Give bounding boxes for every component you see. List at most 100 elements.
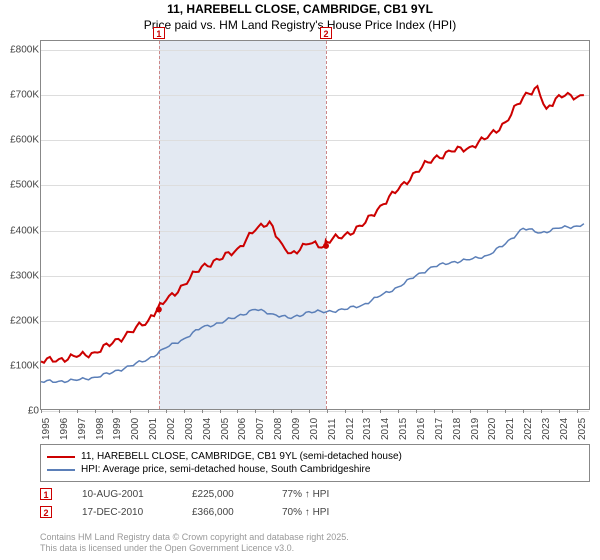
sale-row: 2 17-DEC-2010 £366,000 70% ↑ HPI xyxy=(40,506,362,518)
x-tick-mark xyxy=(255,409,256,413)
x-tick-label: 2005 xyxy=(220,418,231,440)
x-tick-mark xyxy=(487,409,488,413)
legend-swatch-icon xyxy=(47,469,75,471)
attribution-line1: Contains HM Land Registry data © Crown c… xyxy=(40,532,349,543)
legend: 11, HAREBELL CLOSE, CAMBRIDGE, CB1 9YL (… xyxy=(40,444,590,482)
x-tick-mark xyxy=(505,409,506,413)
x-tick-label: 2024 xyxy=(559,418,570,440)
x-tick-mark xyxy=(202,409,203,413)
sale-marker-icon: 2 xyxy=(40,506,52,518)
legend-label: 11, HAREBELL CLOSE, CAMBRIDGE, CB1 9YL (… xyxy=(81,451,402,462)
legend-swatch-icon xyxy=(47,456,75,458)
chart-figure: 11, HAREBELL CLOSE, CAMBRIDGE, CB1 9YL P… xyxy=(0,0,600,560)
x-tick-label: 2019 xyxy=(470,418,481,440)
x-tick-label: 2017 xyxy=(434,418,445,440)
sale-marker-icon: 1 xyxy=(40,488,52,500)
x-tick-label: 1996 xyxy=(59,418,70,440)
x-tick-label: 2023 xyxy=(541,418,552,440)
x-tick-label: 1997 xyxy=(77,418,88,440)
x-tick-mark xyxy=(541,409,542,413)
y-tick-label: £400K xyxy=(1,225,39,236)
chart-area: £0£100K£200K£300K£400K£500K£600K£700K£80… xyxy=(40,40,590,410)
y-tick-label: £300K xyxy=(1,270,39,281)
x-tick-label: 2003 xyxy=(184,418,195,440)
title-block: 11, HAREBELL CLOSE, CAMBRIDGE, CB1 9YL P… xyxy=(0,0,600,32)
sale-row: 110-AUG-2001£225,00077% ↑ HPI xyxy=(40,488,362,500)
x-tick-mark xyxy=(112,409,113,413)
x-tick-mark xyxy=(434,409,435,413)
x-tick-label: 2018 xyxy=(452,418,463,440)
attribution: Contains HM Land Registry data © Crown c… xyxy=(40,532,349,554)
x-tick-mark xyxy=(148,409,149,413)
sale-pct: 77% ↑ HPI xyxy=(282,489,362,500)
series-price_paid xyxy=(41,86,584,363)
x-tick-label: 2012 xyxy=(345,418,356,440)
x-tick-label: 2020 xyxy=(487,418,498,440)
x-tick-mark xyxy=(41,409,42,413)
x-tick-mark xyxy=(362,409,363,413)
title-address: 11, HAREBELL CLOSE, CAMBRIDGE, CB1 9YL xyxy=(0,2,600,16)
x-tick-label: 2025 xyxy=(577,418,588,440)
x-tick-label: 2022 xyxy=(523,418,534,440)
x-tick-mark xyxy=(184,409,185,413)
y-tick-label: £200K xyxy=(1,315,39,326)
line-series-svg xyxy=(41,41,589,409)
x-tick-label: 2002 xyxy=(166,418,177,440)
sale-marker-box: 1 xyxy=(153,27,165,39)
y-tick-label: £100K xyxy=(1,360,39,371)
x-tick-mark xyxy=(345,409,346,413)
legend-item: 11, HAREBELL CLOSE, CAMBRIDGE, CB1 9YL (… xyxy=(47,451,583,462)
sale-price: £225,000 xyxy=(192,489,252,500)
x-tick-mark xyxy=(95,409,96,413)
x-tick-mark xyxy=(291,409,292,413)
x-tick-label: 2001 xyxy=(148,418,159,440)
y-tick-label: £0 xyxy=(1,406,39,417)
x-tick-label: 1999 xyxy=(112,418,123,440)
x-tick-mark xyxy=(237,409,238,413)
y-tick-label: £500K xyxy=(1,180,39,191)
x-tick-label: 2015 xyxy=(398,418,409,440)
x-tick-mark xyxy=(470,409,471,413)
x-tick-label: 2000 xyxy=(130,418,141,440)
sale-date: 17-DEC-2010 xyxy=(82,507,162,518)
series-hpi xyxy=(41,224,584,383)
x-tick-mark xyxy=(523,409,524,413)
sale-price: £366,000 xyxy=(192,507,252,518)
y-tick-label: £600K xyxy=(1,135,39,146)
title-subtitle: Price paid vs. HM Land Registry's House … xyxy=(0,18,600,32)
x-tick-label: 2013 xyxy=(362,418,373,440)
x-tick-label: 1998 xyxy=(95,418,106,440)
x-tick-mark xyxy=(380,409,381,413)
x-tick-mark xyxy=(59,409,60,413)
x-tick-mark xyxy=(309,409,310,413)
x-tick-mark xyxy=(273,409,274,413)
y-tick-label: £800K xyxy=(1,45,39,56)
sale-pct: 70% ↑ HPI xyxy=(282,507,362,518)
sales-table: 110-AUG-2001£225,00077% ↑ HPI217-DEC-201… xyxy=(40,488,362,524)
legend-label: HPI: Average price, semi-detached house,… xyxy=(81,464,370,475)
x-tick-label: 2008 xyxy=(273,418,284,440)
y-tick-label: £700K xyxy=(1,90,39,101)
x-tick-label: 2004 xyxy=(202,418,213,440)
x-tick-mark xyxy=(220,409,221,413)
x-tick-mark xyxy=(398,409,399,413)
x-tick-label: 1995 xyxy=(41,418,52,440)
x-tick-mark xyxy=(130,409,131,413)
x-tick-label: 2021 xyxy=(505,418,516,440)
attribution-line2: This data is licensed under the Open Gov… xyxy=(40,543,349,554)
x-tick-label: 2009 xyxy=(291,418,302,440)
x-tick-mark xyxy=(327,409,328,413)
x-tick-label: 2006 xyxy=(237,418,248,440)
x-tick-label: 2010 xyxy=(309,418,320,440)
legend-item: HPI: Average price, semi-detached house,… xyxy=(47,464,583,475)
x-tick-mark xyxy=(77,409,78,413)
x-tick-label: 2014 xyxy=(380,418,391,440)
sale-marker-box: 2 xyxy=(320,27,332,39)
x-tick-mark xyxy=(452,409,453,413)
y-gridline xyxy=(41,411,589,412)
x-tick-mark xyxy=(577,409,578,413)
x-tick-mark xyxy=(416,409,417,413)
x-tick-label: 2016 xyxy=(416,418,427,440)
x-tick-label: 2007 xyxy=(255,418,266,440)
x-tick-mark xyxy=(559,409,560,413)
